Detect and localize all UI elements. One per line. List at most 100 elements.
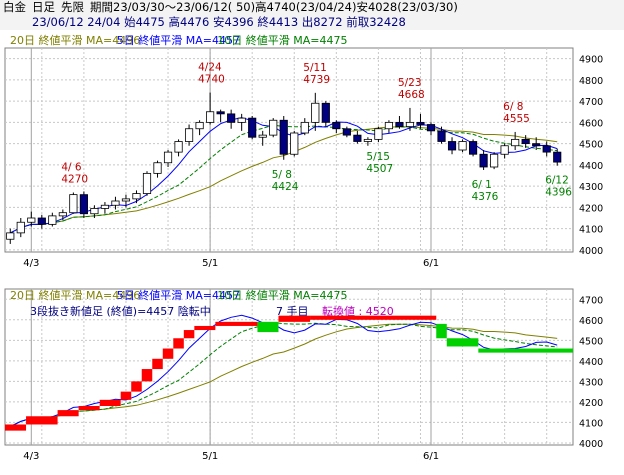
break-block — [478, 348, 573, 353]
legend-entry: 20日 終値平滑 MA=4496 — [10, 288, 140, 302]
candle-body — [206, 111, 215, 123]
ma10-line — [10, 321, 558, 427]
candle-body — [458, 141, 467, 151]
break-block — [183, 330, 195, 339]
candle-body — [111, 200, 120, 206]
break-block — [152, 358, 163, 370]
break-block — [436, 323, 447, 339]
candle-body — [321, 102, 330, 123]
annotation-date: 6/ 1 — [472, 179, 492, 191]
annotation-value: 4668 — [398, 89, 425, 101]
period-type-label: 日足 — [32, 0, 55, 14]
break-block — [57, 410, 79, 417]
y-tick-label: 4000 — [579, 439, 603, 450]
candle-body — [532, 143, 541, 147]
candle-body — [153, 162, 162, 174]
y-tick-label: 4100 — [579, 418, 603, 429]
candle-body — [395, 121, 404, 128]
candle-body — [69, 194, 78, 214]
y-tick-label: 4400 — [579, 357, 603, 368]
candle-body — [227, 113, 236, 123]
annotation-date: 5/ 8 — [272, 169, 292, 181]
y-tick-label: 4600 — [579, 118, 603, 129]
candle-body — [248, 117, 257, 138]
y-tick-label: 4600 — [579, 316, 603, 327]
candle-body — [142, 172, 152, 194]
plot-frame — [4, 47, 574, 253]
break-block — [131, 381, 142, 392]
candle-body — [332, 121, 341, 130]
candle-body — [195, 121, 204, 130]
annotation-value: 4739 — [303, 74, 330, 86]
candle-body — [16, 221, 25, 234]
chart-header-row-1: 白金 日足 先限 期間23/03/30～23/06/12( 50)高4740(23/0… — [0, 0, 624, 15]
x-tick-label: 6/1 — [423, 451, 439, 462]
break-block — [446, 338, 479, 347]
annotation-date: 6/12 — [545, 175, 569, 187]
range-summary: 期間23/03/30～23/06/12( 50)高4740(23/04/24)安… — [90, 0, 458, 14]
y-tick-label: 4500 — [579, 140, 603, 151]
break-block — [194, 325, 216, 331]
candle-body — [342, 128, 351, 136]
legend-entry: 5日 終値平滑 MA=4457 — [117, 33, 240, 47]
break-block — [120, 391, 132, 400]
candle-body — [468, 141, 478, 155]
candle-body — [48, 215, 57, 225]
candle-body — [184, 128, 194, 142]
candlestick-chart: 4000 4100 4200 4300 4400 4500 4600 4700 4800 4900… — [4, 33, 603, 269]
candle-body — [237, 117, 246, 123]
latest-bar-summary: 23/06/12 24/04 始4475 高4476 安4396 終4413 出… — [32, 15, 406, 29]
y-tick-label: 4200 — [579, 203, 603, 214]
y-tick-label: 4200 — [579, 398, 603, 409]
candle-body — [553, 151, 562, 163]
y-tick-label: 4700 — [579, 295, 603, 306]
break-block — [78, 406, 100, 411]
candle-body — [479, 153, 488, 168]
candle-body — [500, 145, 509, 155]
break-block — [278, 315, 311, 322]
candle-body — [79, 194, 88, 215]
y-tick-label: 4300 — [579, 377, 603, 388]
y-tick-label: 4800 — [579, 76, 603, 87]
candle-body — [174, 141, 183, 153]
candle-body — [311, 102, 320, 123]
break-block — [310, 315, 437, 320]
candle-body — [426, 124, 436, 132]
candle-body — [6, 232, 15, 240]
break-block — [99, 399, 121, 406]
x-tick-label: 5/1 — [202, 258, 218, 269]
legend-entry: 10日 終値平滑 MA=4475 — [217, 33, 347, 47]
break-block — [26, 416, 58, 425]
candle-body — [121, 198, 131, 202]
annotation-value: 4740 — [198, 74, 225, 86]
candle-body — [490, 153, 499, 168]
annotation-value: 4555 — [503, 113, 530, 125]
candle-body — [90, 208, 99, 215]
x-tick-label: 4/3 — [23, 258, 39, 269]
candle-body — [279, 119, 288, 155]
break-block — [141, 369, 153, 382]
y-tick-label: 4100 — [579, 225, 603, 236]
annotation-date: 4/24 — [198, 62, 222, 74]
candle-body — [437, 130, 446, 142]
y-tick-label: 4400 — [579, 161, 603, 172]
candle-body — [416, 121, 425, 125]
candle-body — [27, 217, 36, 223]
step-count-text: 7 手目 — [276, 304, 309, 318]
y-tick-label: 4700 — [579, 97, 603, 108]
candle-body — [511, 138, 520, 147]
annotation-date: 5/11 — [303, 62, 327, 74]
legend-entry: 10日 終値平滑 MA=4475 — [217, 288, 347, 302]
three-line-break-chart: 4000 4100 4200 4300 4400 4500 4600 4700 4/3 5/1 6/… — [4, 288, 603, 462]
chart-header-row-2: 23/06/12 24/04 始4475 高4476 安4396 終4413 出… — [0, 15, 624, 30]
candle-body — [100, 204, 110, 209]
x-tick-label: 4/3 — [23, 451, 39, 462]
candle-body — [374, 128, 383, 140]
candle-body — [269, 119, 278, 136]
annotation-date: 5/23 — [398, 77, 422, 89]
annotation-value: 4507 — [366, 163, 393, 175]
candle-body — [447, 141, 457, 151]
annotation-date: 5/15 — [366, 151, 390, 163]
y-tick-label: 4900 — [579, 55, 603, 66]
annotation-date: 4/ 6 — [61, 162, 82, 174]
